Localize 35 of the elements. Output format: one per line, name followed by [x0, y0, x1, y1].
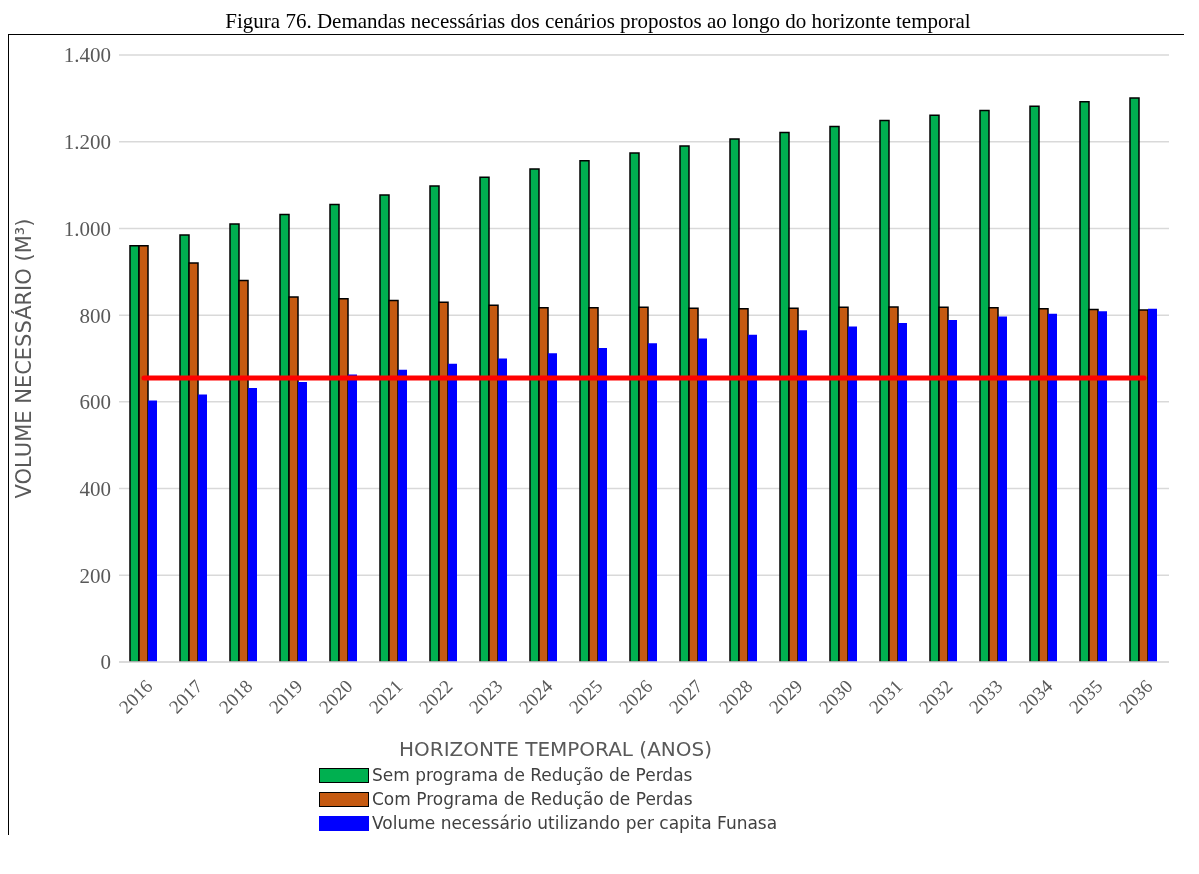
legend-label: Sem programa de Redução de Perdas	[372, 765, 693, 785]
bar	[748, 334, 757, 662]
bar	[498, 358, 507, 662]
bar	[948, 319, 957, 662]
bar	[848, 326, 857, 662]
bar	[198, 394, 207, 662]
legend-label: Com Programa de Redução de Perdas	[372, 789, 693, 809]
x-axis-title: HORIZONTE TEMPORAL (ANOS)	[399, 737, 713, 761]
bar	[298, 381, 307, 662]
y-tick-label: 600	[79, 390, 111, 415]
bar	[348, 374, 357, 662]
bar	[148, 400, 157, 662]
y-axis-title: VOLUME NECESSÁRIO (M³)	[11, 218, 37, 499]
chart-title: Figura 76. Demandas necessárias dos cenários propostos ao longo do horizonte temporal	[224, 8, 972, 34]
y-tick-label: 800	[79, 303, 111, 328]
bar	[598, 348, 607, 662]
bar	[398, 369, 407, 662]
bar	[898, 322, 907, 662]
y-tick-label: 200	[79, 563, 111, 588]
y-tick-label: 0	[100, 650, 111, 675]
bar	[1048, 313, 1057, 662]
bar	[648, 343, 657, 662]
bar	[998, 316, 1007, 662]
bar	[548, 353, 557, 662]
bar	[698, 338, 707, 662]
bar	[1148, 308, 1157, 662]
bar	[448, 363, 457, 662]
bar	[1098, 311, 1107, 662]
legend-label: Volume necessário utilizando per capita Funasa	[372, 813, 778, 833]
bar	[248, 387, 257, 662]
y-tick-label: 1.000	[63, 216, 111, 241]
y-tick-label: 1.400	[63, 43, 111, 68]
y-tick-label: 1.200	[63, 130, 111, 155]
bar	[798, 330, 807, 662]
y-tick-label: 400	[79, 477, 111, 502]
